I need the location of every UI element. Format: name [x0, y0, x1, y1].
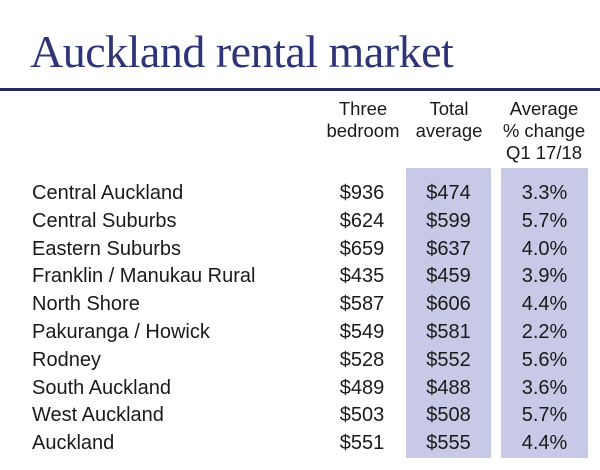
title-divider [0, 88, 600, 91]
average-change-cell: 4.4% [521, 432, 568, 455]
average-change-highlight-band [501, 168, 588, 458]
total-average-cell: $606 [426, 293, 471, 316]
page-title: Auckland rental market [30, 26, 454, 77]
three-bedroom-cell: $549 [339, 320, 385, 343]
total-average-cell: $474 [426, 182, 471, 204]
three-bedroom-cell: $659 [339, 237, 385, 260]
table-row: South Auckland $489 $488 3.6% [0, 375, 600, 403]
average-change-cell: 5.7% [521, 404, 568, 427]
three-bedroom-cell: $587 [339, 293, 385, 316]
average-change-cell: 3.3% [521, 182, 568, 204]
table-row: Rodney $528 $552 5.6% [0, 347, 600, 375]
header-average-change-line-3: Q1 17/18 [505, 142, 583, 163]
table-row: Franklin / Manukau Rural $435 $459 3.9% [0, 263, 600, 291]
three-bedroom-cell: $489 [339, 376, 385, 399]
total-average-cell: $488 [426, 376, 471, 399]
total-average-cell: $508 [426, 404, 471, 427]
header-average-change-line-1: Average [509, 98, 579, 119]
average-change-cell: 2.2% [521, 320, 568, 343]
table-row: Central Auckland $936 $474 3.3% [0, 180, 600, 208]
header-three-bedroom-line-2: bedroom [326, 120, 400, 141]
three-bedroom-cell: $528 [339, 348, 385, 371]
rental-table-body: Central Auckland $936 $474 3.3% Central Subu… [0, 180, 600, 458]
total-average-highlight-band [406, 168, 491, 458]
table-row: Auckland $551 $555 4.4% [0, 430, 600, 458]
header-three-bedroom: Three bedroom [323, 98, 403, 142]
area-cell: Pakuranga / Howick [32, 320, 210, 343]
average-change-cell: 4.4% [521, 293, 568, 316]
area-cell: Franklin / Manukau Rural [32, 265, 256, 288]
three-bedroom-cell: $435 [339, 265, 385, 288]
header-total-average-line-2: average [415, 120, 483, 141]
three-bedroom-cell: $551 [339, 432, 385, 455]
total-average-cell: $599 [426, 209, 471, 232]
area-cell: Central Suburbs [32, 209, 177, 232]
total-average-cell: $459 [426, 265, 471, 288]
table-row: North Shore $587 $606 4.4% [0, 291, 600, 319]
header-average-change: Average % change Q1 17/18 [492, 98, 596, 164]
total-average-cell: $637 [426, 237, 471, 260]
area-cell: Central Auckland [32, 182, 184, 204]
average-change-cell: 5.6% [521, 348, 568, 371]
three-bedroom-cell: $624 [339, 209, 385, 232]
table-row: West Auckland $503 $508 5.7% [0, 402, 600, 430]
area-cell: Rodney [32, 348, 101, 371]
table-row: Central Suburbs $624 $599 5.7% [0, 208, 600, 236]
header-total-average: Total average [404, 98, 494, 142]
area-cell: Eastern Suburbs [32, 237, 181, 260]
header-average-change-line-2: % change [502, 120, 586, 141]
average-change-cell: 5.7% [521, 209, 568, 232]
average-change-cell: 4.0% [521, 237, 568, 260]
total-average-cell: $552 [426, 348, 471, 371]
header-three-bedroom-line-1: Three [338, 98, 388, 119]
three-bedroom-cell: $503 [339, 404, 385, 427]
table-row: Pakuranga / Howick $549 $581 2.2% [0, 319, 600, 347]
total-average-cell: $581 [426, 320, 471, 343]
three-bedroom-cell: $936 [339, 182, 385, 204]
area-cell: West Auckland [32, 404, 164, 427]
area-cell: North Shore [32, 293, 140, 316]
total-average-cell: $555 [426, 432, 471, 455]
area-cell: Auckland [32, 432, 115, 455]
header-total-average-line-1: Total [429, 98, 469, 119]
average-change-cell: 3.9% [521, 265, 568, 288]
average-change-cell: 3.6% [521, 376, 568, 399]
table-row: Eastern Suburbs $659 $637 4.0% [0, 236, 600, 264]
area-cell: South Auckland [32, 376, 171, 399]
